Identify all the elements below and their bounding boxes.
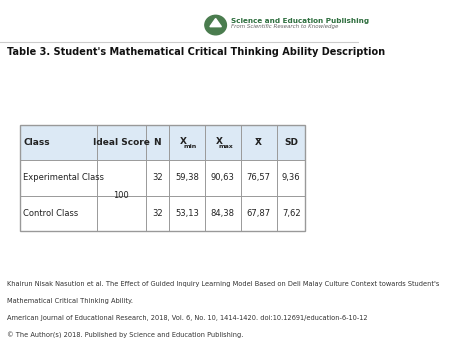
Text: 84,38: 84,38: [211, 209, 235, 218]
Text: 90,63: 90,63: [211, 173, 235, 183]
FancyBboxPatch shape: [20, 161, 306, 196]
Text: 32: 32: [152, 173, 162, 183]
Text: 32: 32: [152, 209, 162, 218]
Text: max: max: [218, 144, 233, 149]
Text: min: min: [183, 144, 196, 149]
Text: Mathematical Critical Thinking Ability.: Mathematical Critical Thinking Ability.: [7, 298, 133, 304]
Text: From Scientific Research to Knowledge: From Scientific Research to Knowledge: [231, 24, 338, 29]
FancyBboxPatch shape: [20, 196, 306, 231]
Text: 100: 100: [113, 191, 129, 200]
Text: Khairun Nisak Nasution et al. The Effect of Guided Inquiry Learning Model Based : Khairun Nisak Nasution et al. The Effect…: [7, 282, 440, 287]
Circle shape: [205, 15, 226, 35]
Text: Ideal Score: Ideal Score: [93, 138, 150, 147]
Text: Experimental Class: Experimental Class: [23, 173, 104, 183]
Text: American Journal of Educational Research, 2018, Vol. 6, No. 10, 1414-1420. doi:1: American Journal of Educational Research…: [7, 315, 368, 321]
Text: 67,87: 67,87: [247, 209, 271, 218]
Text: N: N: [153, 138, 161, 147]
Polygon shape: [210, 19, 221, 27]
FancyBboxPatch shape: [20, 125, 306, 161]
Text: 9,36: 9,36: [282, 173, 301, 183]
Text: SD: SD: [284, 138, 298, 147]
Text: © The Author(s) 2018. Published by Science and Education Publishing.: © The Author(s) 2018. Published by Scien…: [7, 332, 243, 338]
Text: 76,57: 76,57: [247, 173, 271, 183]
Text: Science and Education Publishing: Science and Education Publishing: [231, 18, 369, 24]
Text: X: X: [216, 137, 223, 146]
Text: X̅: X̅: [255, 138, 262, 147]
Text: 59,38: 59,38: [175, 173, 199, 183]
Text: 53,13: 53,13: [175, 209, 199, 218]
Text: Table 3. Student's Mathematical Critical Thinking Ability Description: Table 3. Student's Mathematical Critical…: [7, 47, 385, 56]
Text: Class: Class: [23, 138, 50, 147]
Text: Control Class: Control Class: [23, 209, 79, 218]
Text: 7,62: 7,62: [282, 209, 301, 218]
Text: X: X: [180, 137, 187, 146]
